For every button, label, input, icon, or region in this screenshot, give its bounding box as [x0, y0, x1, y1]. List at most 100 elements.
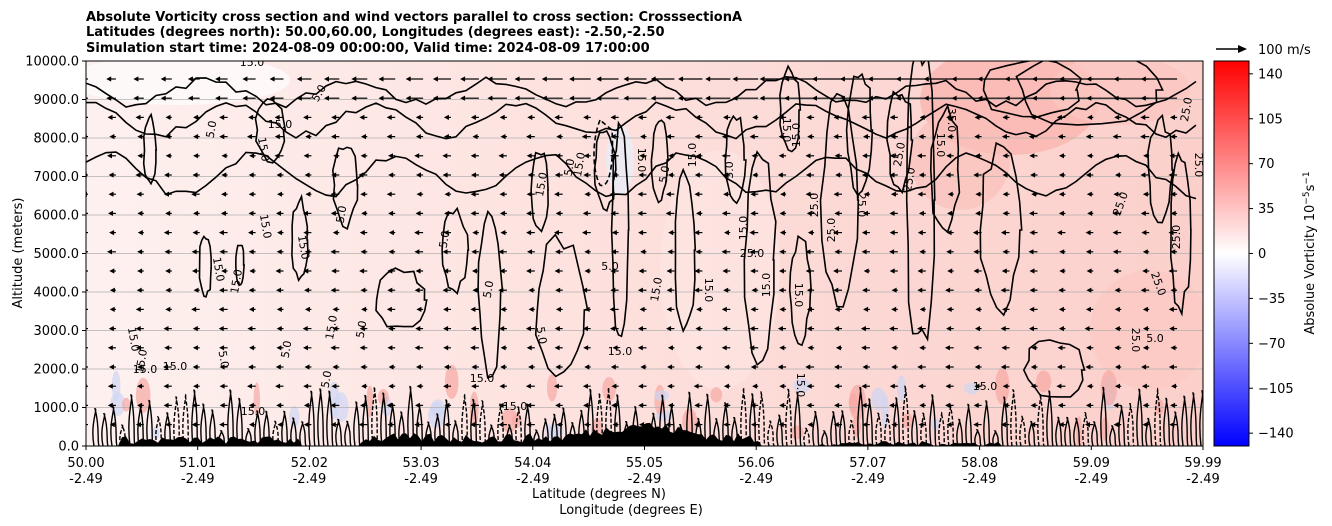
contour-label: 5.0	[723, 161, 736, 179]
vorticity-patch	[122, 397, 131, 412]
wind-vector-head	[221, 172, 227, 178]
contour-line	[1154, 387, 1162, 446]
wind-vector-head	[1170, 134, 1176, 140]
wind-vector-head	[638, 326, 643, 332]
wind-vector-head	[192, 268, 197, 274]
wind-vector-head	[541, 95, 547, 101]
wind-vector-head	[331, 114, 337, 120]
wind-vector-head	[387, 422, 393, 428]
vorticity-patch	[366, 385, 374, 418]
wind-vector-head	[1086, 345, 1092, 351]
x-tick-label-lat: 50.00	[67, 456, 104, 471]
wind-vector-head	[863, 306, 869, 312]
wind-vector-head	[472, 268, 477, 274]
wind-vector-head	[388, 210, 394, 216]
wind-vector-head	[470, 210, 476, 216]
wind-vector-head	[889, 249, 895, 255]
wind-vector-head	[415, 210, 421, 216]
wind-vector-head	[610, 114, 616, 120]
wind-vector-head	[135, 114, 141, 120]
wind-vector-head	[1058, 191, 1064, 197]
wind-vector-head	[695, 249, 701, 255]
contour-line	[848, 419, 856, 446]
wind-vector-head	[165, 422, 171, 428]
wind-vector-head	[274, 153, 280, 159]
wind-vector-head	[242, 95, 248, 101]
wind-vector-head	[106, 76, 112, 82]
contour-line	[1136, 388, 1144, 446]
wind-vector-head	[554, 172, 560, 178]
contour-line	[803, 427, 811, 446]
contour-line	[182, 393, 190, 446]
wind-vector-head	[221, 268, 227, 274]
wind-vector-head	[526, 268, 532, 274]
wind-vector-head	[678, 95, 683, 101]
wind-vector-head	[918, 422, 924, 428]
vorticity-patch	[710, 387, 723, 403]
wind-vector-head	[388, 172, 394, 178]
wind-vector-head	[248, 364, 254, 370]
wind-vector-head	[414, 153, 420, 159]
wind-vector-head	[749, 134, 755, 140]
wind-vector-head	[187, 95, 193, 101]
wind-vector-head	[861, 402, 867, 408]
wind-vector-head	[487, 76, 493, 82]
wind-vector-head	[248, 114, 254, 120]
wind-vector-head	[247, 134, 252, 140]
wind-vector-head	[749, 345, 755, 351]
wind-vector-head	[721, 153, 727, 159]
wind-vector-head	[917, 230, 923, 236]
y-tick-label: 10000.0	[25, 55, 79, 70]
wind-vector-head	[918, 172, 924, 178]
x-tick-label-lat: 52.02	[291, 456, 328, 471]
wind-vector-head	[137, 210, 143, 216]
contour-label: 15.0	[571, 151, 588, 177]
wind-vector-head	[889, 172, 895, 178]
contour-line	[234, 244, 245, 286]
wind-vector-head	[107, 345, 113, 351]
wind-vector-head	[443, 326, 449, 332]
wind-vector-head	[1059, 268, 1065, 274]
wind-vector-head	[721, 134, 727, 140]
contour-line	[905, 61, 936, 342]
wind-vector-head	[749, 326, 755, 332]
y-tick-label: 0.0	[58, 440, 79, 455]
wind-vector-head	[218, 326, 224, 332]
wind-vector-head	[917, 268, 923, 274]
wind-vector-head	[732, 95, 738, 101]
wind-vector-head	[666, 268, 672, 274]
contour-line	[191, 389, 199, 446]
wind-vector-head	[807, 345, 813, 351]
wind-vector-head	[219, 422, 225, 428]
wind-vector-head	[610, 326, 615, 332]
wind-vector-head	[862, 287, 868, 293]
colorbar-tick-label: −105	[1258, 382, 1294, 397]
contour-line	[497, 403, 505, 446]
x-tick-label-lat: 59.09	[1073, 456, 1110, 471]
wind-vector-head	[109, 306, 115, 312]
contour-label: 15.0	[503, 400, 528, 413]
wind-vector-head	[360, 249, 366, 255]
wind-vector-head	[834, 326, 840, 332]
wind-vector-head	[219, 114, 225, 120]
wind-vector-head	[108, 210, 113, 216]
wind-vector-head	[891, 287, 897, 293]
wind-vector-head	[1059, 76, 1065, 82]
wind-vector-head	[923, 95, 929, 101]
wind-vector-head	[778, 287, 784, 293]
quiver-key: 100 m/s	[1216, 43, 1311, 58]
wind-vector-head	[1056, 114, 1062, 120]
wind-vector-head	[584, 422, 589, 428]
contour-line	[821, 430, 829, 446]
contour-line-negative	[593, 118, 614, 187]
wind-vector-head	[1002, 153, 1008, 159]
wind-vector-head	[471, 172, 476, 178]
wind-vector-head	[1002, 172, 1008, 178]
wind-vector-head	[193, 134, 199, 140]
wind-vector-head	[951, 76, 957, 82]
contour-line	[335, 418, 343, 446]
contour-label: 15.0	[163, 360, 188, 373]
wind-vector-head	[333, 153, 339, 159]
wind-vector-head	[416, 383, 422, 389]
wind-vector-head	[612, 345, 618, 351]
